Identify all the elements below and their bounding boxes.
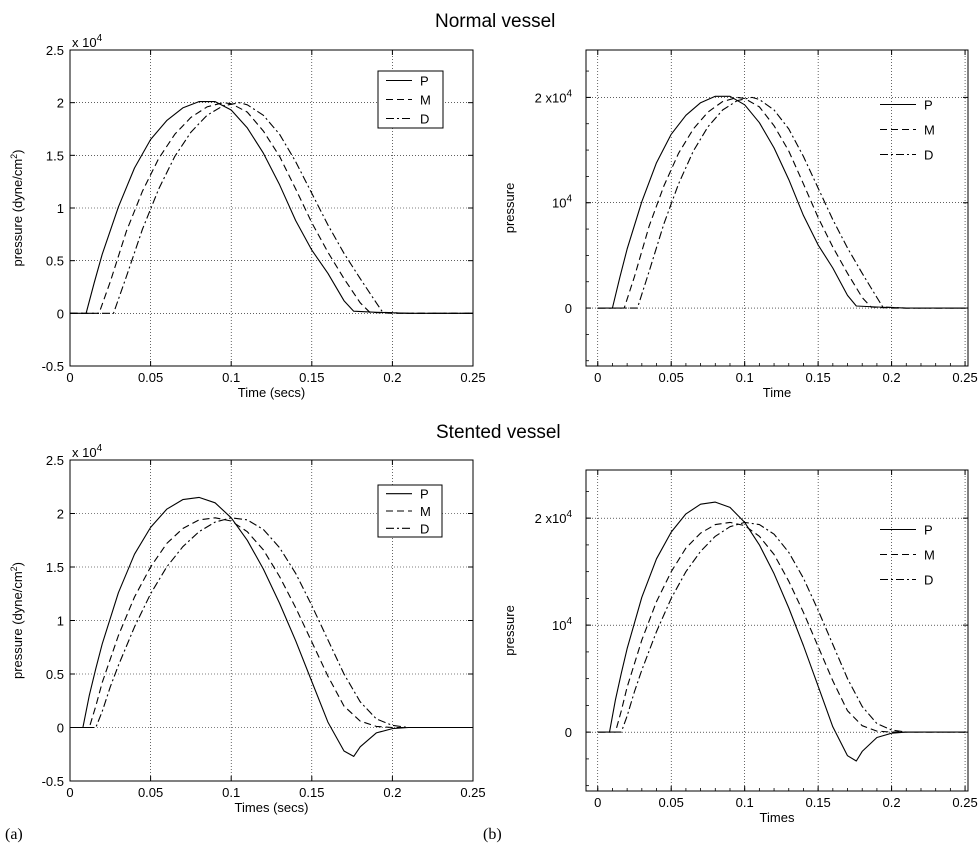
chart-stented-b: 0 0.05 0.1 0.15 0.2 0.25 0 104 2 x104 Times pressu… (502, 469, 978, 825)
x-tick-label: 0.1 (736, 795, 754, 810)
series-line-p (70, 101, 473, 314)
x-tick-label: 0.15 (805, 370, 830, 385)
legend-label-m: M (924, 548, 935, 563)
legend-label-m: M (924, 123, 935, 138)
x-tick-label: 0.15 (805, 795, 830, 810)
series-line-d (70, 517, 473, 729)
series-line-d (597, 96, 966, 309)
y-axis-label: pressure (dyne/cm2) (9, 149, 25, 266)
y-tick-label: 104 (552, 194, 572, 211)
series-line-p (597, 95, 966, 309)
y-tick-label: 0 (57, 721, 64, 736)
y-tick-label: 2.5 (46, 43, 64, 58)
y-tick-label: 1.5 (46, 560, 64, 575)
y-axis-label: pressure (dyne/cm2) (9, 562, 25, 679)
x-tick-label: 0.1 (736, 370, 754, 385)
section-title-stented: Stented vessel (436, 422, 561, 443)
legend-label-p: P (924, 98, 933, 113)
y-tick-label: 0 (57, 306, 64, 321)
plot-frame (585, 49, 969, 367)
series-line-m (597, 96, 966, 309)
x-tick-label: 0.25 (952, 370, 977, 385)
y-tick-label: 2.5 (46, 453, 64, 468)
x-tick-label: 0.25 (460, 370, 485, 385)
x-tick-label: 0.2 (383, 785, 401, 800)
x-tick-label: 0 (594, 795, 601, 810)
x-tick-label: 0.25 (460, 785, 485, 800)
y-tick-label: 1 (57, 614, 64, 629)
y-tick-label: 0.5 (46, 254, 64, 269)
x-tick-label: 0.05 (659, 370, 684, 385)
legend-label-d: D (924, 573, 933, 588)
legend-label-p: P (420, 487, 429, 502)
legend-label-d: D (924, 148, 933, 163)
legend-label-m: M (420, 93, 431, 108)
panel-tag-b: (b) (483, 826, 502, 843)
series-line-m (70, 517, 473, 729)
plot-frame (585, 469, 969, 792)
legend-label-p: P (420, 74, 429, 89)
x-tick-label: 0.05 (138, 370, 163, 385)
chart-normal-a: 0 0.05 0.1 0.15 0.2 0.25-0.500.511.522.5x 104… (9, 33, 486, 400)
legend-label-p: P (924, 523, 933, 538)
y-tick-label: 2 x104 (535, 88, 573, 105)
x-tick-label: 0 (66, 370, 73, 385)
x-tick-label: 0 (594, 370, 601, 385)
y-tick-label: 0 (565, 301, 572, 316)
series-line-p (70, 496, 473, 757)
x-axis-label: Times (760, 810, 795, 825)
y-axis-label: pressure (502, 183, 517, 234)
x-tick-label: 0.2 (883, 795, 901, 810)
x-axis-label: Times (secs) (235, 800, 309, 815)
y-exponent-label: x 104 (72, 443, 103, 460)
y-tick-label: 2 (57, 96, 64, 111)
x-tick-label: 0.1 (222, 785, 240, 800)
y-tick-label: 2 x104 (535, 509, 573, 526)
x-tick-label: 0.25 (952, 795, 977, 810)
legend-label-d: D (420, 521, 429, 536)
x-tick-label: 0 (66, 785, 73, 800)
y-tick-label: 2 (57, 507, 64, 522)
series-line-m (597, 521, 966, 733)
legend-label-d: D (420, 112, 429, 127)
x-tick-label: 0.2 (883, 370, 901, 385)
section-title-normal: Normal vessel (435, 11, 556, 32)
series-line-d (597, 521, 966, 733)
y-tick-label: -0.5 (42, 359, 64, 374)
panel-tag-a: (a) (5, 826, 23, 843)
x-tick-label: 0.15 (299, 370, 324, 385)
series-line-p (597, 501, 966, 762)
x-axis-label: Time (secs) (238, 385, 305, 400)
x-tick-label: 0.05 (659, 795, 684, 810)
y-tick-label: 0 (565, 725, 572, 740)
legend-label-m: M (420, 504, 431, 519)
x-tick-label: 0.1 (222, 370, 240, 385)
series-line-m (70, 102, 473, 314)
x-tick-label: 0.15 (299, 785, 324, 800)
chart-stented-a: 0 0.05 0.1 0.15 0.2 0.25-0.500.511.522.5x 104… (9, 443, 486, 815)
chart-normal-b: 0 0.05 0.1 0.15 0.2 0.25 0 104 2 x104 Time pressur… (502, 49, 978, 400)
x-axis-label: Time (763, 385, 791, 400)
y-tick-label: 104 (552, 616, 572, 633)
y-tick-label: 1 (57, 201, 64, 216)
y-exponent-label: x 104 (72, 33, 103, 50)
x-tick-label: 0.2 (383, 370, 401, 385)
y-tick-label: 1.5 (46, 148, 64, 163)
x-tick-label: 0.05 (138, 785, 163, 800)
y-tick-label: 0.5 (46, 667, 64, 682)
y-tick-label: -0.5 (42, 774, 64, 789)
y-axis-label: pressure (502, 605, 517, 656)
series-line-d (70, 102, 473, 314)
